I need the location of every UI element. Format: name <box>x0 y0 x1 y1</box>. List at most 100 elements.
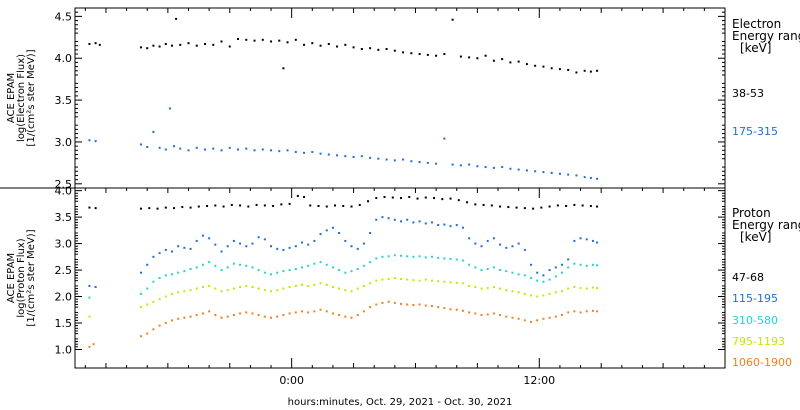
data-point <box>245 284 248 287</box>
data-point <box>400 278 403 281</box>
data-point <box>375 197 378 200</box>
data-point <box>94 42 97 45</box>
data-point <box>300 241 303 244</box>
data-point <box>309 204 312 207</box>
data-point <box>418 53 421 56</box>
data-point <box>257 236 260 239</box>
data-point <box>492 237 495 240</box>
data-point <box>228 45 231 48</box>
data-point <box>499 287 502 290</box>
data-point <box>294 151 297 153</box>
data-point <box>214 243 217 246</box>
data-point <box>195 314 198 317</box>
data-point <box>596 287 599 290</box>
data-point <box>492 59 495 62</box>
data-point <box>140 143 143 146</box>
data-point <box>239 286 242 288</box>
data-point <box>573 203 576 206</box>
data-point <box>449 257 452 260</box>
legend-item: 310-580 <box>732 314 778 327</box>
data-point <box>319 261 322 264</box>
data-point <box>468 311 471 314</box>
data-point <box>474 242 477 245</box>
data-point <box>177 317 180 320</box>
legend-title: [keV] <box>740 230 771 244</box>
data-point <box>596 310 599 313</box>
data-point <box>542 280 545 283</box>
data-point <box>567 258 570 261</box>
data-point <box>261 148 264 151</box>
data-point <box>294 284 297 287</box>
data-point <box>344 271 347 274</box>
data-point <box>158 252 161 255</box>
data-point <box>461 309 464 312</box>
data-point <box>88 206 91 209</box>
data-point <box>276 289 279 292</box>
data-point <box>183 316 186 319</box>
data-point <box>585 264 588 267</box>
data-point <box>480 287 483 290</box>
data-point <box>356 268 359 270</box>
data-point <box>412 221 415 224</box>
data-point <box>548 205 551 208</box>
data-point <box>426 53 429 56</box>
data-point <box>88 315 91 318</box>
data-point <box>220 269 223 272</box>
data-point <box>536 271 539 274</box>
data-point <box>183 270 186 273</box>
data-point <box>492 166 495 169</box>
data-point <box>505 289 508 292</box>
data-point <box>263 271 266 274</box>
data-point <box>391 196 394 199</box>
data-point <box>257 287 260 290</box>
data-point <box>158 298 161 301</box>
data-point <box>426 161 429 164</box>
data-point <box>430 221 433 224</box>
data-point <box>344 289 347 292</box>
data-point <box>303 151 306 154</box>
data-point <box>164 322 167 324</box>
data-point <box>480 314 483 317</box>
data-point <box>152 44 155 47</box>
data-point <box>263 315 266 318</box>
data-point <box>303 43 306 46</box>
data-point <box>573 310 576 313</box>
data-point <box>195 287 198 290</box>
ytick-label: 4.5 <box>55 10 73 23</box>
data-point <box>517 291 520 294</box>
data-point <box>369 306 372 309</box>
data-point <box>263 204 266 207</box>
data-point <box>164 295 167 298</box>
data-point <box>270 290 273 293</box>
data-point <box>98 43 101 46</box>
data-point <box>220 316 223 319</box>
data-point <box>208 284 211 287</box>
data-point <box>239 312 242 315</box>
data-point <box>554 266 557 269</box>
data-point <box>164 248 167 251</box>
data-point <box>232 262 235 265</box>
data-point <box>542 274 545 277</box>
data-point <box>596 177 599 180</box>
data-point <box>591 239 594 242</box>
data-point <box>449 225 452 228</box>
data-point <box>548 269 551 272</box>
data-point <box>280 203 283 206</box>
ylabel: log(Proton Flux) <box>16 238 27 317</box>
data-point <box>579 263 582 266</box>
data-point <box>474 203 477 206</box>
data-point <box>146 263 149 266</box>
data-point <box>443 137 446 140</box>
data-point <box>579 287 582 290</box>
data-point <box>338 287 341 290</box>
data-point <box>381 301 384 304</box>
data-point <box>443 223 446 226</box>
data-point <box>220 250 223 253</box>
data-point <box>418 161 421 164</box>
data-point <box>208 261 211 264</box>
data-point <box>270 273 273 276</box>
data-point <box>455 308 458 311</box>
data-point <box>270 40 273 43</box>
data-point <box>245 245 248 248</box>
data-point <box>282 67 285 70</box>
